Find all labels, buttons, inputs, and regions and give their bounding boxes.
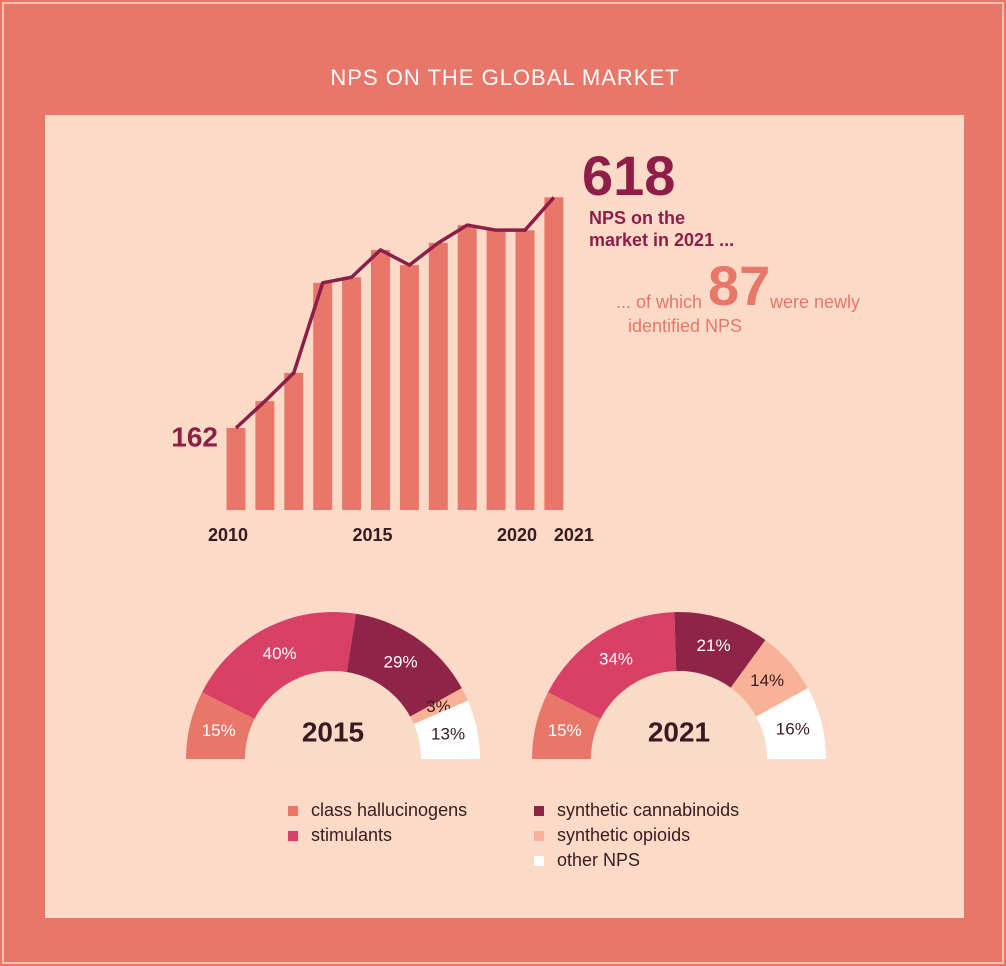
value-label: 14% xyxy=(750,671,784,690)
x-tick-label: 2015 xyxy=(352,525,392,545)
bar xyxy=(486,230,506,510)
legend-label: class hallucinogens xyxy=(311,800,467,820)
legend-label: synthetic opioids xyxy=(557,825,690,845)
bar xyxy=(399,265,419,510)
bar xyxy=(515,230,535,510)
legend-label: other NPS xyxy=(557,850,640,870)
annotation: were newly xyxy=(769,292,860,312)
x-tick-label: 2020 xyxy=(497,525,537,545)
value-label: 618 xyxy=(582,144,675,207)
value-label: 29% xyxy=(384,652,418,671)
donut-segment xyxy=(532,692,601,759)
bar xyxy=(428,242,448,510)
value-label: 21% xyxy=(697,636,731,655)
donut-segment xyxy=(202,612,356,720)
bar xyxy=(342,277,362,510)
bar xyxy=(457,225,477,510)
bar xyxy=(313,282,333,510)
legend-swatch xyxy=(534,856,544,866)
donut-center xyxy=(591,671,767,759)
value-label: 16% xyxy=(776,719,810,738)
legend-swatch xyxy=(534,806,544,816)
legend-swatch xyxy=(288,831,298,841)
legend-swatch xyxy=(288,806,298,816)
bar xyxy=(255,401,275,510)
annotation: market in 2021 ... xyxy=(589,230,734,250)
donut-segment xyxy=(756,688,826,759)
annotation: ... of which xyxy=(616,292,702,312)
annotation: NPS on the xyxy=(589,208,685,228)
x-tick-label: 2010 xyxy=(208,525,248,545)
legend-swatch xyxy=(534,831,544,841)
donut-title: 2021 xyxy=(648,716,710,747)
legend-label: synthetic cannabinoids xyxy=(557,800,739,820)
bar xyxy=(371,249,390,510)
value-label: 40% xyxy=(263,644,297,663)
donut-segment xyxy=(730,640,808,717)
donut-segment xyxy=(346,613,462,717)
annotation: identified NPS xyxy=(628,316,742,336)
legend-label: stimulants xyxy=(311,825,392,845)
donut-segment xyxy=(548,612,677,720)
trend-line xyxy=(234,196,556,430)
bar xyxy=(284,372,304,510)
donut-segment xyxy=(413,700,480,759)
value-label: 15% xyxy=(202,721,236,740)
value-label: 13% xyxy=(431,725,465,744)
title: NPS ON THE GLOBAL MARKET xyxy=(330,65,679,90)
donut-title: 2015 xyxy=(302,716,364,747)
donut-segment xyxy=(410,688,468,725)
donut-segment xyxy=(674,612,766,688)
value-label: 15% xyxy=(548,721,582,740)
annotation-value: 87 xyxy=(708,254,770,317)
value-label: 162 xyxy=(171,421,218,452)
bar xyxy=(226,428,246,510)
donut-segment xyxy=(186,692,255,759)
donut-center xyxy=(245,671,421,759)
bar xyxy=(544,197,564,511)
x-tick-label: 2021 xyxy=(554,525,594,545)
value-label: 34% xyxy=(599,649,633,668)
